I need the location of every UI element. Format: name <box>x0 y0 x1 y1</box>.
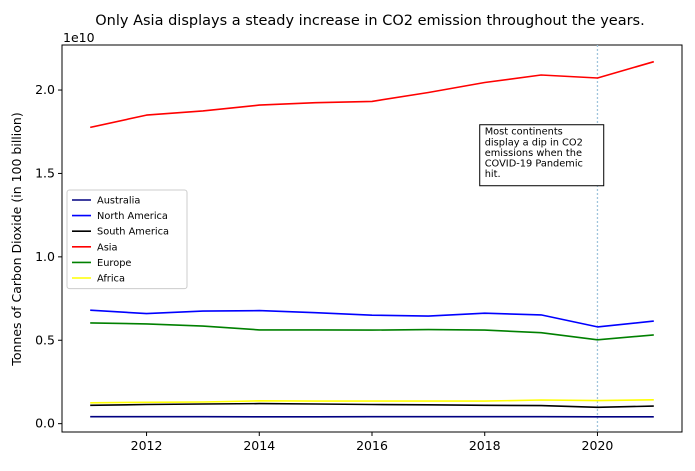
legend-label-north-america: North America <box>97 211 168 222</box>
series-line-south-america <box>90 404 654 408</box>
annotation-text-line: Most continents <box>485 127 563 138</box>
series-line-africa <box>90 400 654 403</box>
chart-title: Only Asia displays a steady increase in … <box>95 13 644 29</box>
x-tick-label: 2012 <box>131 438 163 453</box>
legend-label-south-america: South America <box>97 227 169 238</box>
y-tick-label: 1.5 <box>35 165 55 180</box>
y-tick-label: 0.5 <box>35 332 55 347</box>
legend-label-australia: Australia <box>97 196 140 207</box>
x-tick-label: 2014 <box>243 438 275 453</box>
y-offset-text: 1e10 <box>63 30 95 45</box>
series-line-asia <box>90 62 654 128</box>
series-line-europe <box>90 323 654 340</box>
x-tick-label: 2020 <box>582 438 614 453</box>
legend-label-asia: Asia <box>97 242 118 253</box>
y-tick-label: 2.0 <box>35 82 55 97</box>
legend: Australia North America South America Asia E… <box>67 190 187 289</box>
plot-area: 2012 2014 2016 2018 2020 0.0 0.5 1.0 1.5 2.0 Most … <box>35 45 682 453</box>
y-tick-label: 0.0 <box>35 416 55 431</box>
annotation-text-line: emissions when the <box>485 148 582 159</box>
annotation-text-line: hit. <box>485 169 501 180</box>
x-tick-label: 2018 <box>469 438 501 453</box>
legend-label-africa: Africa <box>97 274 125 285</box>
legend-label-europe: Europe <box>97 258 131 269</box>
annotation-text-line: COVID-19 Pandemic <box>485 159 583 170</box>
annotation-text-line: display a dip in CO2 <box>485 137 583 148</box>
x-tick-label: 2016 <box>356 438 388 453</box>
y-tick-label: 1.0 <box>35 249 55 264</box>
y-axis-label: Tonnes of Carbon Dioxide (in 100 billion… <box>9 112 24 366</box>
